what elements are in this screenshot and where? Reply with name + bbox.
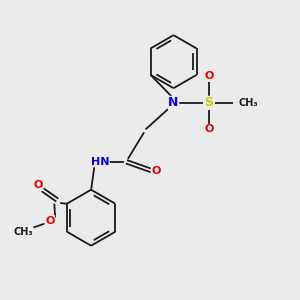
Text: O: O (151, 166, 160, 176)
Text: O: O (33, 180, 43, 190)
Text: N: N (168, 96, 179, 110)
Text: O: O (204, 71, 214, 81)
Text: CH₃: CH₃ (238, 98, 258, 108)
Text: HN: HN (91, 157, 109, 167)
Text: S: S (204, 96, 213, 110)
Text: CH₃: CH₃ (14, 227, 33, 237)
Text: O: O (45, 216, 55, 226)
Text: O: O (204, 124, 214, 134)
